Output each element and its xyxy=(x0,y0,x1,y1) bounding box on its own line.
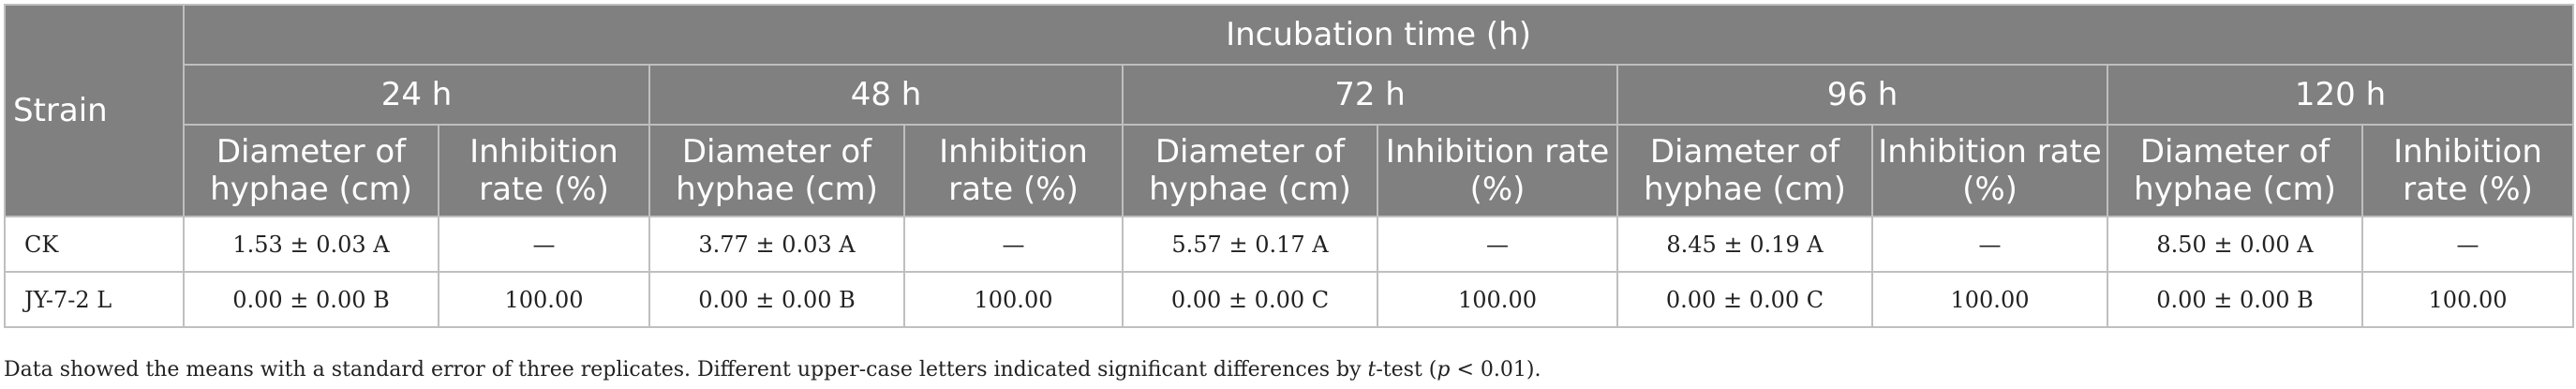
strain-header: Strain xyxy=(4,4,185,217)
footnote-text: Data showed the means with a standard er… xyxy=(4,358,1368,382)
footnote-p-italic: p xyxy=(1437,358,1451,382)
table-cell: 100.00 xyxy=(438,271,650,328)
diameter-header: Diameter of hyphae (cm) xyxy=(1616,124,1873,217)
inhibition-header: Inhibition rate (%) xyxy=(1377,124,1618,217)
table-cell: 0.00 ± 0.00 B xyxy=(183,271,439,328)
table-cell: — xyxy=(2360,216,2575,273)
table-row: JY-7-2 L 0.00 ± 0.00 B 100.00 0.00 ± 0.0… xyxy=(4,271,2575,328)
table-cell: 1.53 ± 0.03 A xyxy=(183,216,439,273)
table-cell: 100.00 xyxy=(2360,271,2575,328)
diameter-header: Diameter of hyphae (cm) xyxy=(1122,124,1378,217)
table-cell: — xyxy=(903,216,1124,273)
table-cell: 0.00 ± 0.00 B xyxy=(2107,271,2363,328)
footnote-t-italic: t xyxy=(1367,358,1377,382)
table-cell: 8.50 ± 0.00 A xyxy=(2107,216,2363,273)
footnote-text: -test ( xyxy=(1376,358,1437,382)
incubation-time-header: Incubation time (h) xyxy=(182,4,2575,66)
table-cell: 100.00 xyxy=(1377,271,1618,328)
table-cell: 100.00 xyxy=(903,271,1124,328)
diameter-header: Diameter of hyphae (cm) xyxy=(648,124,905,217)
footnote-text: < 0.01). xyxy=(1450,358,1541,382)
table-cell: 0.00 ± 0.00 B xyxy=(648,271,905,328)
time-header-96h: 96 h xyxy=(1616,64,2108,126)
table-cell: 8.45 ± 0.19 A xyxy=(1616,216,1873,273)
strain-cell: JY-7-2 L xyxy=(4,271,185,328)
table-cell: — xyxy=(1871,216,2108,273)
diameter-header: Diameter of hyphae (cm) xyxy=(2107,124,2363,217)
table-cell: 0.00 ± 0.00 C xyxy=(1122,271,1378,328)
table-row: CK 1.53 ± 0.03 A — 3.77 ± 0.03 A — 5.57 … xyxy=(4,216,2575,273)
table-cell: 5.57 ± 0.17 A xyxy=(1122,216,1378,273)
time-header-120h: 120 h xyxy=(2106,64,2575,126)
inhibition-header: Inhibition rate (%) xyxy=(2360,124,2575,217)
inhibition-header: Inhibition rate (%) xyxy=(903,124,1124,217)
inhibition-header: Inhibition rate (%) xyxy=(438,124,650,217)
table-cell: 3.77 ± 0.03 A xyxy=(648,216,905,273)
diameter-header: Diameter of hyphae (cm) xyxy=(183,124,439,217)
time-header-24h: 24 h xyxy=(183,64,650,126)
time-header-72h: 72 h xyxy=(1122,64,1618,126)
table-cell: — xyxy=(1377,216,1618,273)
table-cell: 100.00 xyxy=(1871,271,2108,328)
table-cell: — xyxy=(438,216,650,273)
table-cell: 0.00 ± 0.00 C xyxy=(1616,271,1873,328)
inhibition-header: Inhibition rate (%) xyxy=(1871,124,2108,217)
results-table: Strain Incubation time (h) 24 h 48 h 72 … xyxy=(4,4,2575,328)
table-footnote: Data showed the means with a standard er… xyxy=(4,358,1541,382)
strain-cell: CK xyxy=(4,216,185,273)
time-header-48h: 48 h xyxy=(648,64,1124,126)
